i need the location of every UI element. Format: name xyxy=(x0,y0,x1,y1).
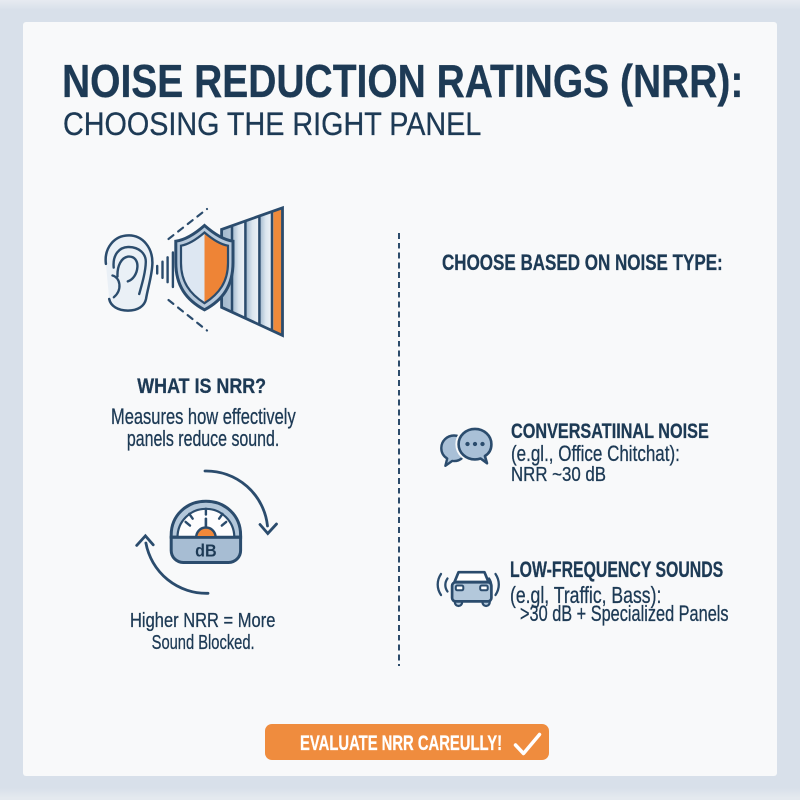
svg-text:dB: dB xyxy=(195,540,217,560)
